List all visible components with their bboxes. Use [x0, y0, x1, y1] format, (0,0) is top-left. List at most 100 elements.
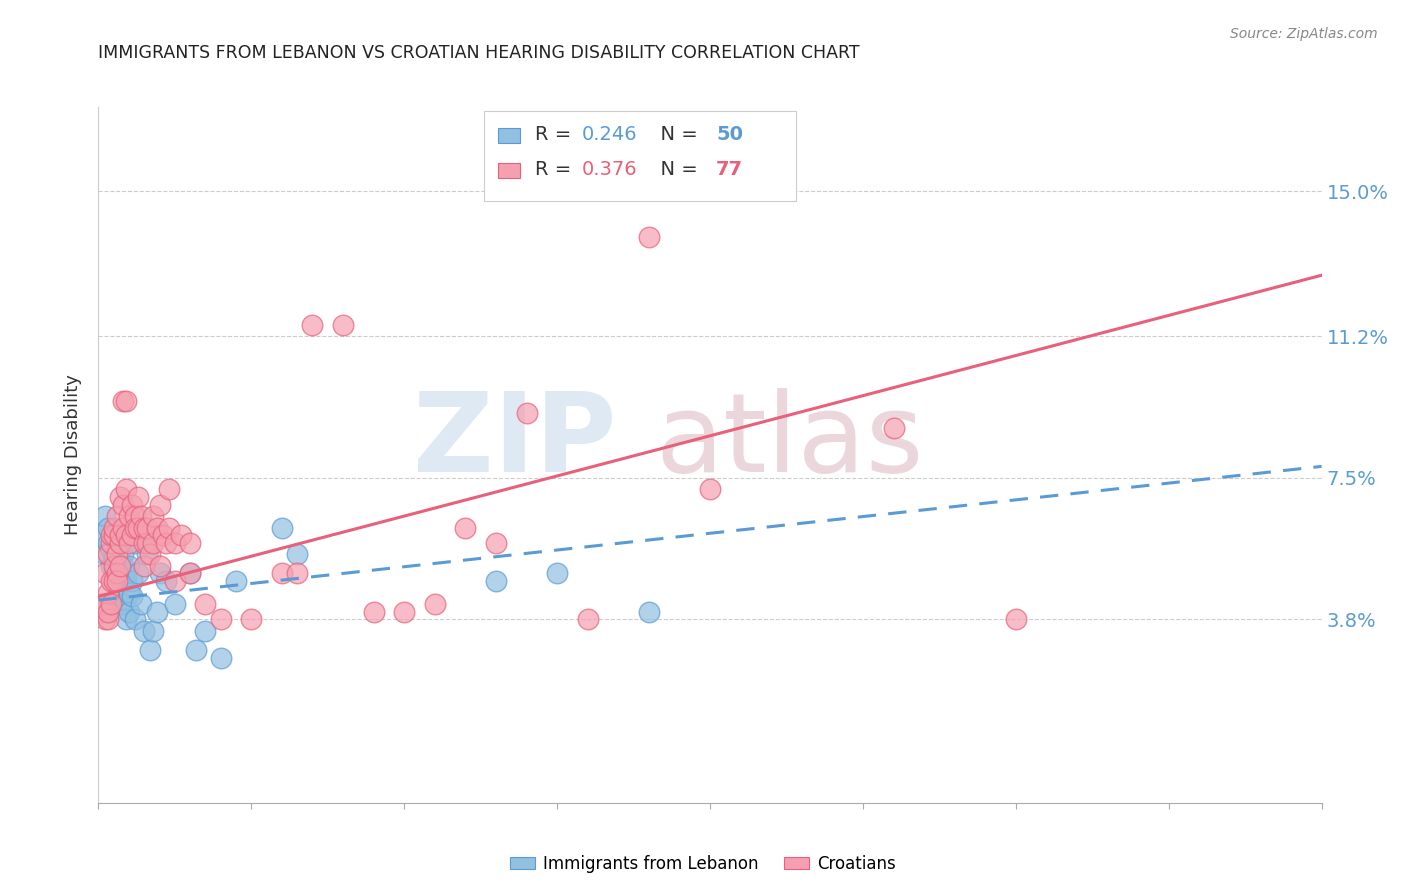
Point	[145, 520, 167, 534]
Point	[97, 612, 120, 626]
Point	[118, 509, 141, 524]
Text: 50: 50	[716, 126, 744, 145]
Text: 77: 77	[716, 161, 744, 179]
Point	[121, 590, 143, 604]
Point	[111, 597, 134, 611]
Point	[129, 597, 152, 611]
Y-axis label: Hearing Disability: Hearing Disability	[65, 375, 83, 535]
Point	[93, 612, 115, 626]
Point	[115, 528, 138, 542]
Point	[136, 536, 159, 550]
Point	[163, 536, 186, 550]
Point	[108, 558, 131, 573]
Point	[637, 230, 661, 244]
Point	[134, 536, 156, 550]
Point	[157, 483, 180, 497]
Point	[103, 528, 125, 542]
Point	[134, 558, 156, 573]
Point	[93, 547, 115, 561]
Point	[516, 406, 538, 420]
Text: Source: ZipAtlas.com: Source: ZipAtlas.com	[1230, 27, 1378, 41]
Point	[124, 520, 146, 534]
Point	[152, 528, 174, 542]
Point	[285, 547, 308, 561]
Point	[485, 574, 508, 588]
Point	[108, 536, 131, 550]
Point	[103, 566, 125, 581]
Point	[124, 536, 146, 550]
Point	[149, 566, 172, 581]
Point	[301, 318, 323, 332]
Point	[121, 528, 143, 542]
Point	[423, 597, 446, 611]
Point	[118, 585, 141, 599]
Point	[105, 574, 128, 588]
Point	[127, 490, 149, 504]
Point	[149, 558, 172, 573]
Point	[194, 624, 217, 638]
Point	[163, 597, 186, 611]
Point	[118, 558, 141, 573]
Point	[883, 421, 905, 435]
Point	[134, 528, 156, 542]
Text: ZIP: ZIP	[412, 387, 616, 494]
Text: 0.376: 0.376	[582, 161, 637, 179]
Point	[149, 498, 172, 512]
Point	[209, 650, 232, 665]
Point	[139, 547, 162, 561]
Point	[90, 528, 112, 542]
Point	[127, 566, 149, 581]
Point	[454, 520, 477, 534]
Point	[105, 590, 128, 604]
Point	[105, 536, 128, 550]
Point	[103, 520, 125, 534]
Point	[179, 566, 201, 581]
Point	[103, 574, 125, 588]
Point	[155, 574, 177, 588]
Point	[118, 605, 141, 619]
Point	[111, 547, 134, 561]
Point	[93, 597, 115, 611]
Point	[115, 483, 138, 497]
Point	[90, 597, 112, 611]
Point	[546, 566, 568, 581]
Point	[105, 574, 128, 588]
Point	[124, 612, 146, 626]
Point	[103, 574, 125, 588]
Point	[124, 509, 146, 524]
Point	[179, 566, 201, 581]
Point	[576, 612, 599, 626]
Point	[270, 566, 292, 581]
Point	[111, 558, 134, 573]
Point	[115, 574, 138, 588]
Point	[115, 566, 138, 581]
FancyBboxPatch shape	[498, 128, 520, 144]
Point	[170, 528, 193, 542]
Point	[121, 498, 143, 512]
Point	[127, 520, 149, 534]
Point	[97, 605, 120, 619]
Point	[139, 643, 162, 657]
Point	[136, 520, 159, 534]
Point	[115, 394, 138, 409]
Text: atlas: atlas	[655, 387, 924, 494]
Point	[103, 551, 125, 566]
Point	[142, 536, 165, 550]
Point	[392, 605, 416, 619]
Point	[100, 528, 122, 542]
Point	[100, 558, 122, 573]
Point	[142, 624, 165, 638]
Point	[163, 574, 186, 588]
Point	[186, 643, 208, 657]
Point	[134, 520, 156, 534]
Point	[108, 528, 131, 542]
Point	[285, 566, 308, 581]
Point	[699, 483, 721, 497]
Point	[97, 536, 120, 550]
Point	[136, 547, 159, 561]
Point	[157, 520, 180, 534]
Point	[142, 509, 165, 524]
FancyBboxPatch shape	[484, 111, 796, 201]
Text: N =: N =	[648, 126, 703, 145]
Point	[105, 509, 128, 524]
